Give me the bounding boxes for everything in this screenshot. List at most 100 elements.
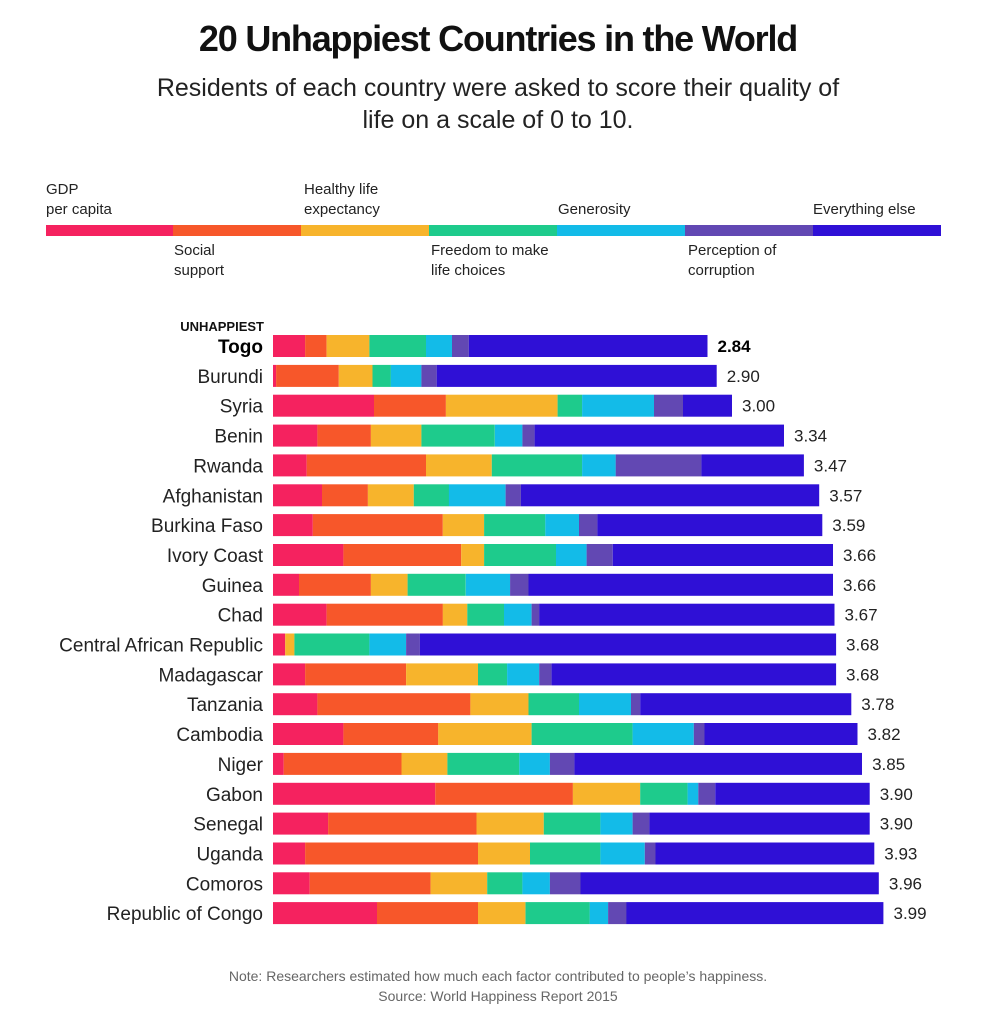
category-label: Central African Republic <box>59 636 263 657</box>
category-label: Senegal <box>193 815 263 836</box>
legend-swatch-health <box>301 225 429 236</box>
bar-segment-health <box>406 663 478 686</box>
unhappiest-label: UNHAPPIEST <box>180 319 264 334</box>
category-label: Burkina Faso <box>151 516 263 537</box>
value-label: 3.68 <box>846 636 879 655</box>
bar-segment-gdp <box>273 872 310 895</box>
bar-segment-else <box>580 872 879 895</box>
bar-segment-gdp <box>273 842 306 865</box>
bar-segment-corruption <box>406 633 420 656</box>
bar-segment-corruption <box>421 364 437 387</box>
bar-segment-health <box>470 693 529 716</box>
legend-label-freedom: Freedom to make life choices <box>431 242 549 279</box>
bar-segment-gdp <box>273 752 284 775</box>
bar-segment-corruption <box>586 544 613 566</box>
bar-segment-corruption <box>505 484 521 507</box>
bar-segment-gdp <box>273 394 374 417</box>
bar-segment-freedom <box>491 454 583 477</box>
bar-segment-social <box>374 394 446 417</box>
bar-segment-corruption <box>693 723 705 745</box>
bar-segment-health <box>430 872 488 895</box>
category-label: Niger <box>218 755 264 776</box>
bar-segment-gdp <box>273 544 344 566</box>
bar-segment-freedom <box>640 782 688 805</box>
legend-label-health: Healthy life expectancy <box>304 181 380 218</box>
bar-segment-health <box>445 394 558 417</box>
bar-segment-generosity <box>589 902 609 925</box>
bar-segment-gdp <box>273 484 322 507</box>
bar-segment-gdp <box>273 782 436 805</box>
bar-segment-gdp <box>273 812 329 835</box>
bar-segment-else <box>539 603 835 626</box>
bar-segment-else <box>683 394 732 417</box>
legend-label-generosity: Generosity <box>558 201 631 218</box>
bar-segment-else <box>419 633 837 656</box>
footer-note: Note: Researchers estimated how much eac… <box>228 968 768 984</box>
bar-segment-health <box>370 573 408 596</box>
bar-segment-else <box>551 663 837 686</box>
bar-segment-social <box>435 782 573 805</box>
bar-segment-freedom <box>525 902 590 925</box>
bar-segment-generosity <box>448 484 506 507</box>
bar-segment-gdp <box>273 723 344 745</box>
category-label: Afghanistan <box>163 486 263 507</box>
bar-segment-generosity <box>465 573 511 596</box>
bar-segment-generosity <box>522 872 550 895</box>
bar-segment-social <box>305 842 478 865</box>
bar-segment-generosity <box>600 842 645 865</box>
bar-segment-corruption <box>698 782 716 805</box>
bar-segment-else <box>468 335 708 357</box>
bar-segment-generosity <box>582 454 616 477</box>
bar-segment-freedom <box>413 484 449 507</box>
bar-segment-gdp <box>273 902 377 925</box>
bar-segment-generosity <box>545 514 579 537</box>
bar-segment-else <box>534 424 784 447</box>
bar-segment-social <box>377 902 478 925</box>
bar-segment-generosity <box>426 335 452 357</box>
bar-segment-corruption <box>549 752 575 775</box>
bar-segment-gdp <box>273 454 307 477</box>
bar-segment-freedom <box>484 514 546 537</box>
value-label: 3.96 <box>889 874 922 893</box>
bar-segment-corruption <box>631 693 641 716</box>
bar-segment-freedom <box>447 752 520 775</box>
value-label: 3.93 <box>884 845 917 864</box>
bar-segment-corruption <box>644 842 656 865</box>
bar-segment-freedom <box>369 335 426 357</box>
bar-segment-gdp <box>273 663 306 686</box>
footer-source: Source: World Happiness Report 2015 <box>378 988 618 1004</box>
bar-segment-freedom <box>557 394 583 417</box>
bar-segment-gdp <box>273 335 306 357</box>
bar-segment-corruption <box>531 603 540 626</box>
bar-segment-freedom <box>530 842 601 865</box>
bar-segment-health <box>367 484 414 507</box>
bar-segment-generosity <box>632 723 694 745</box>
value-label: 3.90 <box>880 815 913 834</box>
bar-segment-gdp <box>273 364 277 387</box>
bar-segment-health <box>478 902 526 925</box>
bar-segment-corruption <box>654 394 684 417</box>
category-label: Tanzania <box>187 695 263 716</box>
bar-segment-social <box>322 484 368 507</box>
bar-segment-social <box>283 752 402 775</box>
category-label: Uganda <box>196 845 263 866</box>
bar-segment-else <box>597 514 823 537</box>
value-label: 3.59 <box>832 516 865 535</box>
legend-swatch-social <box>173 225 301 236</box>
legend-swatch-generosity <box>557 225 685 236</box>
bar-segment-social <box>305 663 407 686</box>
legend-swatch-else <box>813 225 941 236</box>
bar-segment-social <box>317 424 371 447</box>
bar-segment-else <box>715 782 870 805</box>
bar-segment-else <box>520 484 820 507</box>
bar-segment-health <box>476 812 544 835</box>
bar-segment-gdp <box>273 603 327 626</box>
bar-segment-social <box>312 514 443 537</box>
bar-segment-else <box>640 693 852 716</box>
category-label: Benin <box>214 427 263 448</box>
bar-segment-social <box>326 603 443 626</box>
value-label: 3.66 <box>843 546 876 565</box>
bar-segment-social <box>309 872 431 895</box>
bar-segment-freedom <box>372 364 391 387</box>
legend-label-gdp: GDP per capita <box>46 181 112 218</box>
